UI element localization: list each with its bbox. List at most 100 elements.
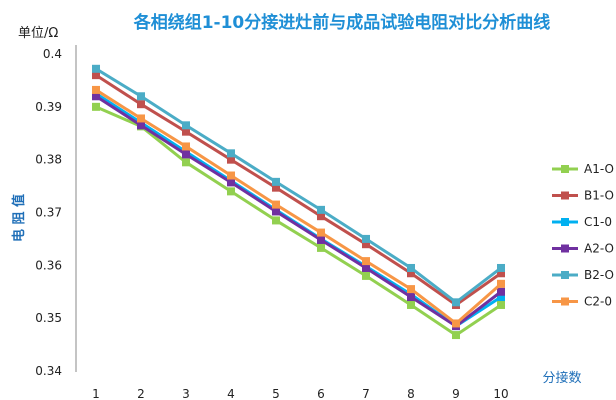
y-tick-label: 0.38: [35, 153, 62, 167]
legend-item: A1-O: [552, 162, 614, 176]
data-point-marker: [272, 207, 280, 216]
y-tick-label: 0.37: [35, 206, 62, 220]
legend-label: B2-O: [584, 268, 614, 282]
data-point-marker: [497, 300, 505, 309]
x-tick-label: 6: [317, 387, 325, 400]
data-point-marker: [407, 269, 415, 278]
data-point-marker: [92, 71, 100, 80]
legend-label: C2-0: [584, 295, 612, 309]
legend-label: C1-0: [584, 215, 612, 229]
data-point-marker: [182, 150, 190, 159]
legend-swatch-marker: [561, 271, 569, 279]
y-tick-labels: 0.34 0.35 0.36 0.37 0.38 0.39 0.4: [35, 47, 62, 378]
data-point-marker: [227, 171, 235, 180]
x-tick-label: 1: [92, 387, 100, 400]
data-point-marker: [92, 92, 100, 101]
y-tick-label: 0.4: [43, 47, 62, 61]
data-point-marker: [407, 263, 415, 272]
series-line: [95, 88, 502, 325]
data-point-marker: [407, 293, 415, 302]
legend-label: B1-O: [584, 189, 614, 203]
x-tick-label: 4: [227, 387, 235, 400]
legend-item: C1-0: [552, 215, 612, 229]
legend-swatch-marker: [561, 244, 569, 253]
data-point-marker: [362, 257, 370, 266]
chart-title: 各相绕组1-10分接进灶前与成品试验电阻对比分析曲线: [133, 12, 551, 33]
data-point-marker: [497, 287, 505, 296]
data-point-marker: [92, 102, 100, 111]
data-point-marker: [137, 121, 145, 130]
data-point-marker: [227, 155, 235, 164]
data-point-marker: [317, 228, 325, 237]
data-point-marker: [272, 183, 280, 192]
data-point-marker: [182, 158, 190, 167]
data-point-marker: [227, 187, 235, 196]
legend: A1-O B1-O C1-0 A2-O B2-O C2-0: [552, 162, 614, 309]
legend-label: A1-O: [584, 162, 614, 176]
x-tick-labels: 1 2 3 4 5 6 7 8 9 10: [92, 387, 508, 400]
legend-swatch-marker: [561, 297, 569, 306]
data-point-marker: [452, 298, 460, 307]
x-tick-label: 2: [137, 387, 145, 400]
y-tick-label: 0.39: [35, 100, 62, 114]
legend-item: A2-O: [552, 242, 614, 256]
x-tick-label: 3: [182, 387, 190, 400]
data-point-marker: [317, 205, 325, 214]
series-c2-0: [92, 85, 505, 328]
data-point-marker: [362, 263, 370, 272]
data-point-marker: [92, 64, 100, 73]
legend-swatch-marker: [561, 191, 569, 200]
data-point-marker: [452, 331, 460, 340]
data-point-marker: [272, 200, 280, 209]
series-line: [95, 67, 502, 304]
data-point-marker: [317, 212, 325, 221]
data-point-marker: [362, 234, 370, 243]
data-point-marker: [317, 243, 325, 252]
y-tick-label: 0.36: [35, 258, 62, 272]
y-tick-label: 0.35: [35, 311, 62, 325]
legend-item: B1-O: [552, 189, 614, 203]
series-b2-o: [92, 64, 505, 307]
data-point-marker: [497, 263, 505, 272]
data-point-marker: [272, 216, 280, 225]
series-line: [95, 73, 502, 307]
data-point-marker: [362, 271, 370, 280]
series-a1-o: [92, 102, 505, 340]
data-point-marker: [407, 300, 415, 309]
x-axis-label: 分接数: [542, 370, 581, 386]
series-line: [95, 95, 502, 328]
legend-swatch-marker: [561, 218, 569, 226]
series-b1-o: [92, 71, 505, 309]
data-point-marker: [92, 85, 100, 94]
data-point-marker: [137, 100, 145, 109]
legend-swatch-marker: [561, 165, 569, 173]
x-tick-label: 7: [362, 387, 370, 400]
legend-item: C2-0: [552, 295, 612, 309]
y-tick-label: 0.34: [35, 364, 62, 378]
data-point-marker: [182, 121, 190, 130]
data-point-marker: [317, 235, 325, 244]
data-point-marker: [497, 279, 505, 288]
legend-item: B2-O: [552, 268, 614, 282]
data-point-marker: [497, 269, 505, 278]
data-point-marker: [452, 319, 460, 328]
series-lines: [92, 64, 505, 340]
x-tick-label: 9: [452, 387, 460, 400]
data-point-marker: [182, 127, 190, 136]
y-axis-label: 电 阻 值: [11, 194, 27, 242]
y-unit-label: 单位/Ω: [18, 26, 58, 41]
legend-label: A2-O: [584, 242, 614, 256]
data-point-marker: [227, 149, 235, 158]
data-point-marker: [182, 142, 190, 151]
data-point-marker: [407, 285, 415, 294]
data-point-marker: [497, 293, 505, 302]
x-tick-label: 8: [407, 387, 415, 400]
x-tick-label: 10: [493, 387, 508, 400]
data-point-marker: [272, 177, 280, 186]
data-point-marker: [137, 92, 145, 101]
x-tick-label: 5: [272, 387, 280, 400]
data-point-marker: [227, 178, 235, 187]
series-line: [95, 105, 502, 337]
data-point-marker: [137, 114, 145, 123]
